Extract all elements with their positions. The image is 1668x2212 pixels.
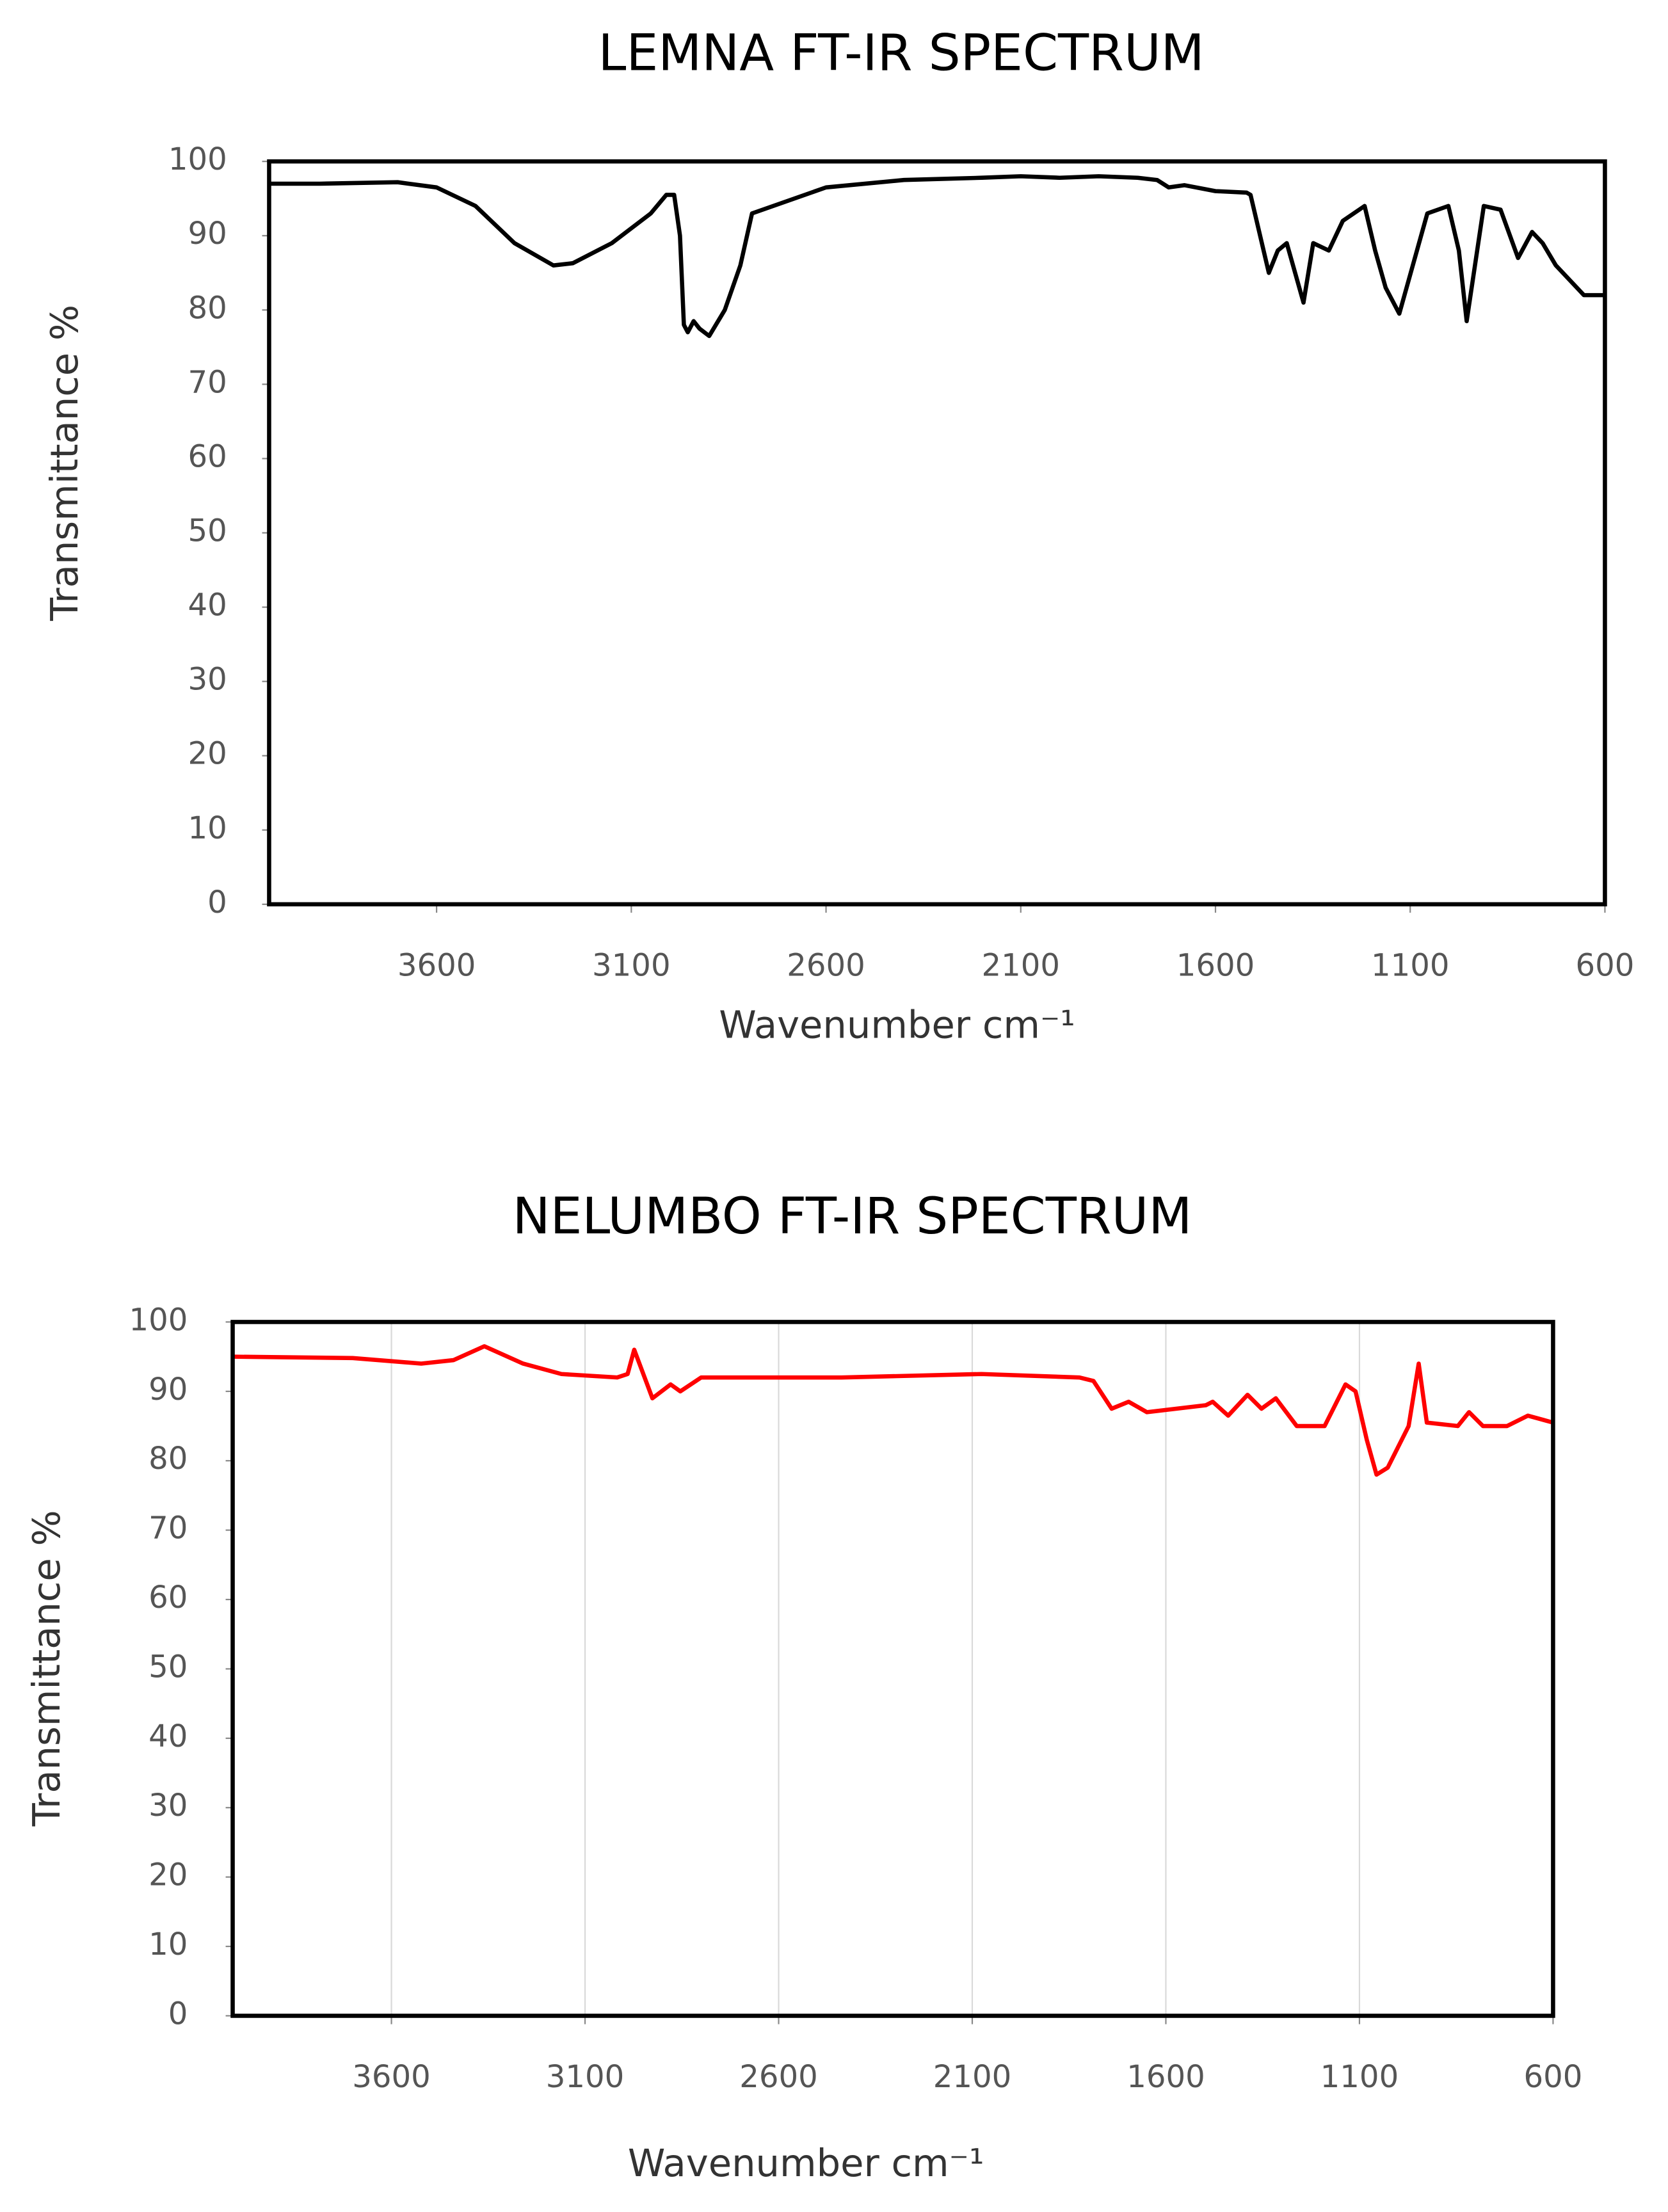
spectrum-line (232, 1344, 1554, 1477)
y-tick-label: 60 (188, 438, 227, 474)
chart-title: NELUMBO FT-IR SPECTRUM (513, 1187, 1192, 1246)
y-tick-label: 80 (188, 290, 227, 326)
x-tick-label: 1100 (1371, 947, 1450, 983)
y-tick-label: 70 (188, 364, 227, 400)
y-tick-label: 100 (129, 1302, 188, 1338)
x-tick-label: 1600 (1176, 947, 1255, 983)
y-tick-label: 20 (188, 736, 227, 772)
x-tick-label: 2600 (787, 947, 865, 983)
y-tick-label: 70 (148, 1511, 188, 1546)
x-tick-label: 600 (1575, 947, 1634, 983)
y-tick-label: 0 (207, 885, 227, 920)
y-tick-label: 40 (188, 588, 227, 623)
x-tick-label: 600 (1523, 2059, 1582, 2095)
y-tick-label: 10 (148, 1927, 188, 1962)
y-tick-label: 90 (148, 1372, 188, 1407)
x-tick-label: 2600 (739, 2059, 818, 2095)
x-axis-label: Wavenumber cm⁻¹ (628, 2141, 984, 2185)
x-tick-label: 3100 (592, 947, 671, 983)
y-tick-label: 100 (168, 141, 227, 177)
y-tick-label: 20 (148, 1857, 188, 1893)
y-tick-label: 0 (168, 1996, 188, 2032)
x-tick-label: 3100 (546, 2059, 625, 2095)
y-axis-label: Transmittance % (42, 305, 86, 621)
x-tick-label: 1100 (1320, 2059, 1399, 2095)
chart-title: LEMNA FT-IR SPECTRUM (598, 23, 1205, 82)
x-tick-label: 2100 (933, 2059, 1012, 2095)
y-tick-label: 40 (148, 1719, 188, 1754)
x-tick-label: 1600 (1127, 2059, 1205, 2095)
y-tick-label: 10 (188, 810, 227, 846)
x-tick-label: 3600 (352, 2059, 431, 2095)
y-tick-label: 30 (148, 1788, 188, 1823)
x-tick-label: 2100 (981, 947, 1060, 983)
y-tick-label: 50 (148, 1649, 188, 1685)
spectrum-line (269, 174, 1605, 339)
x-tick-label: 3600 (397, 947, 476, 983)
y-tick-label: 30 (188, 662, 227, 698)
y-tick-label: 90 (188, 216, 227, 252)
plot-frame (267, 159, 1607, 907)
y-tick-label: 80 (148, 1441, 188, 1477)
y-tick-label: 60 (148, 1580, 188, 1615)
x-axis-label: Wavenumber cm⁻¹ (719, 1003, 1075, 1047)
y-axis-label: Transmittance % (24, 1510, 68, 1827)
y-tick-label: 50 (188, 513, 227, 549)
plot-frame (230, 1320, 1555, 2018)
